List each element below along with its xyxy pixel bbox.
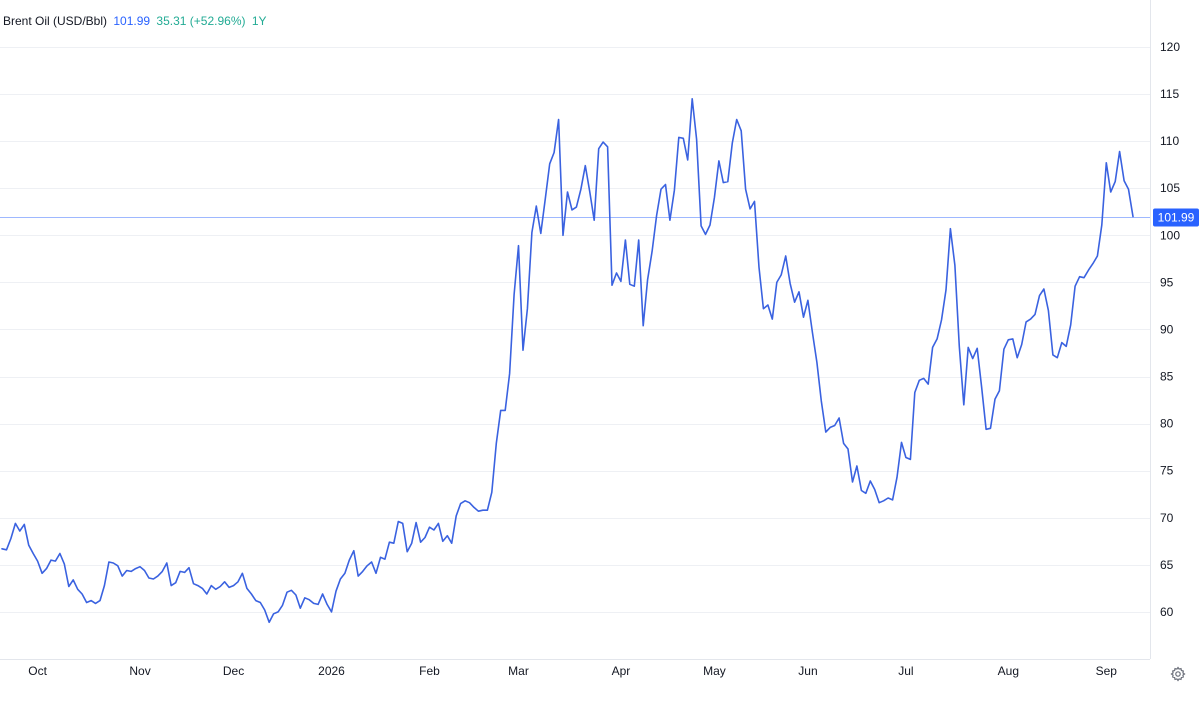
y-tick-label: 65: [1160, 558, 1174, 572]
y-tick-label: 110: [1160, 134, 1179, 148]
x-tick-label: Aug: [998, 664, 1019, 678]
y-tick-label: 105: [1160, 181, 1180, 195]
x-tick-label: Sep: [1096, 664, 1118, 678]
x-tick-label: Apr: [612, 664, 631, 678]
y-tick-label: 75: [1160, 464, 1174, 478]
legend-period[interactable]: 1Y: [251, 14, 267, 28]
y-tick-label: 85: [1160, 370, 1174, 384]
x-tick-label: Dec: [223, 664, 244, 678]
grid-lines: [0, 47, 1150, 613]
x-tick-label: Jul: [898, 664, 913, 678]
legend-symbol: Brent Oil (USD/Bbl): [3, 14, 108, 28]
y-tick-label: 60: [1160, 605, 1174, 619]
x-tick-label: Mar: [508, 664, 529, 678]
y-tick-label: 100: [1160, 228, 1180, 242]
x-axis-ticks: Oct Nov Dec 2026 Feb Mar Apr May Jun Jul Aug Sep: [28, 664, 1117, 678]
legend-change: 35.31 (+52.96%): [156, 14, 246, 28]
y-tick-label: 95: [1160, 275, 1174, 289]
x-tick-label: Nov: [129, 664, 150, 678]
y-tick-label: 80: [1160, 417, 1174, 431]
x-tick-label: May: [703, 664, 726, 678]
last-price-tag-bg: [1153, 208, 1199, 227]
y-tick-label: 70: [1160, 511, 1174, 525]
y-axis-ticks: 60 65 70 75 80 85 90 95 100 105 110 115 120: [1160, 40, 1180, 619]
y-tick-label: 120: [1160, 40, 1180, 54]
x-tick-label: Jun: [798, 664, 817, 678]
gear-icon[interactable]: [1170, 666, 1186, 682]
last-price-tag: 101.99: [1153, 208, 1199, 227]
y-tick-label: 115: [1160, 87, 1179, 101]
x-tick-label: 2026: [318, 664, 345, 678]
x-tick-label: Oct: [28, 664, 47, 678]
legend-last-price: 101.99: [113, 14, 151, 28]
series-line-brent-oil[interactable]: [1, 98, 1134, 624]
last-price-tag-label: 101.99: [1158, 211, 1195, 225]
x-tick-label: Feb: [419, 664, 440, 678]
chart-legend: Brent Oil (USD/Bbl) 101.99 35.31 (+52.96…: [3, 14, 270, 28]
y-tick-label: 90: [1160, 322, 1174, 336]
